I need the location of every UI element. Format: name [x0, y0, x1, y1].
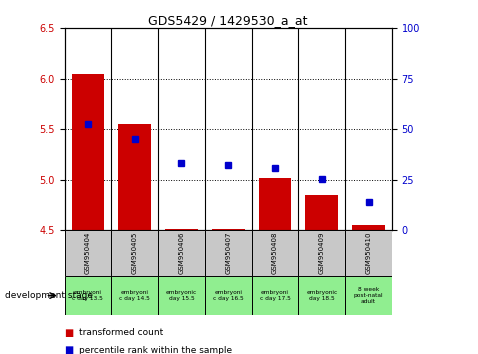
Text: ■: ■	[65, 346, 74, 354]
Text: embryoni
c day 16.5: embryoni c day 16.5	[213, 290, 244, 301]
Text: transformed count: transformed count	[79, 328, 163, 337]
Text: GSM950410: GSM950410	[366, 232, 371, 274]
Bar	[298, 230, 345, 276]
Bar	[345, 230, 392, 276]
Bar	[345, 276, 392, 315]
Bar	[212, 229, 245, 230]
Bar	[205, 276, 251, 315]
Text: GSM950404: GSM950404	[85, 232, 91, 274]
Text: percentile rank within the sample: percentile rank within the sample	[79, 346, 232, 354]
Text: GSM950407: GSM950407	[225, 232, 231, 274]
Bar	[111, 276, 158, 315]
Title: GDS5429 / 1429530_a_at: GDS5429 / 1429530_a_at	[149, 14, 308, 27]
Bar	[259, 178, 292, 230]
Text: GSM950406: GSM950406	[178, 232, 185, 274]
Bar	[65, 230, 111, 276]
Bar	[72, 74, 104, 230]
Bar	[119, 124, 151, 230]
Text: development stage: development stage	[5, 291, 93, 300]
Text: ■: ■	[65, 328, 74, 338]
Bar	[251, 230, 298, 276]
Text: embryoni
c day 14.5: embryoni c day 14.5	[119, 290, 150, 301]
Bar	[111, 230, 158, 276]
Bar	[251, 276, 298, 315]
Bar	[298, 276, 345, 315]
Text: GSM950409: GSM950409	[319, 232, 325, 274]
Bar	[158, 230, 205, 276]
Text: embryonic
day 18.5: embryonic day 18.5	[306, 290, 337, 301]
Text: 8 week
post-natal
adult: 8 week post-natal adult	[354, 287, 383, 304]
Text: embryoni
c day 13.5: embryoni c day 13.5	[73, 290, 103, 301]
Bar	[205, 230, 251, 276]
Text: embryoni
c day 17.5: embryoni c day 17.5	[260, 290, 291, 301]
Text: embryonic
day 15.5: embryonic day 15.5	[166, 290, 197, 301]
Bar	[352, 225, 385, 230]
Text: GSM950408: GSM950408	[272, 232, 278, 274]
Bar	[65, 276, 111, 315]
Text: GSM950405: GSM950405	[132, 232, 138, 274]
Bar	[165, 229, 198, 230]
Bar	[305, 195, 338, 230]
Bar	[158, 276, 205, 315]
